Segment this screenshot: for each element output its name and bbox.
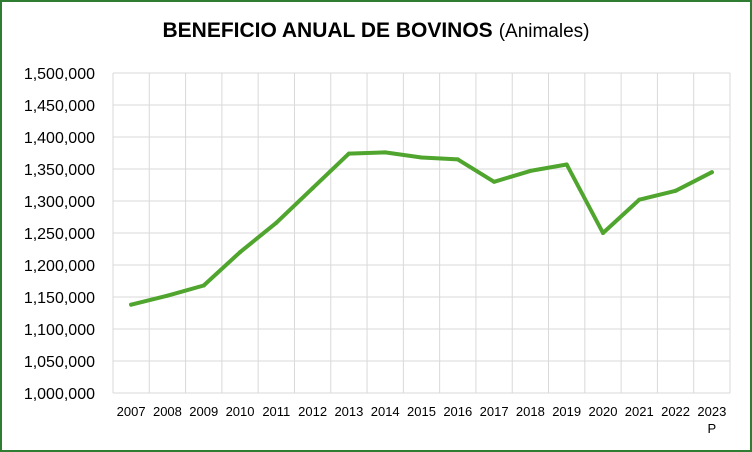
y-tick-label: 1,000,000 [24,386,95,403]
chart-subtitle: (Animales) [498,21,590,42]
series-line [129,150,714,307]
y-tick-label: 1,350,000 [24,162,95,179]
data-point [564,162,569,167]
data-point [129,302,134,307]
grid-lines [112,72,731,394]
series-layer [129,150,714,307]
data-point [637,197,642,202]
x-tick-label: 2010 [226,404,255,419]
x-tick-label: 2018 [516,404,545,419]
x-tick-label: 2022 [661,404,690,419]
x-tick-label: 2007 [117,404,146,419]
x-tick-label: 2016 [443,404,472,419]
data-point [455,157,460,162]
y-tick-label: 1,150,000 [24,290,95,307]
data-point [274,220,279,225]
x-tick-label: 2012 [298,404,327,419]
data-point [383,150,388,155]
y-tick-label: 1,250,000 [24,226,95,243]
x-axis-tick-labels: 2007 2008 2009 2010 2011 2012 2013 2014 2015 2016… [117,404,727,436]
x-tick-label: 2011 [262,404,290,419]
x-tick-label: 2023 [697,404,726,419]
x-tick-label: 2008 [153,404,182,419]
y-tick-label: 1,500,000 [24,66,95,83]
data-point [528,168,533,173]
data-point [165,293,170,298]
y-tick-label: 1,400,000 [24,130,95,147]
x-tick-note: P [708,421,717,436]
y-axis-tick-labels: 1,000,000 1,050,000 1,100,000 1,150,000 1,20… [24,66,95,403]
y-tick-label: 1,050,000 [24,354,95,371]
y-tick-label: 1,100,000 [24,322,95,339]
x-tick-label: 2015 [407,404,436,419]
x-tick-label: 2013 [334,404,363,419]
data-point [600,231,605,235]
data-point [238,250,243,255]
x-tick-label: 2020 [589,404,618,419]
data-point [419,155,424,160]
x-tick-label: 2021 [625,404,654,419]
data-point [673,188,678,193]
chart-title: BENEFICIO ANUAL DE BOVINOS (Animales) [0,19,752,43]
y-tick-label: 1,450,000 [24,98,95,115]
data-point [201,283,206,288]
chart-title-main: BENEFICIO ANUAL DE BOVINOS [162,19,493,42]
x-tick-label: 2017 [480,404,509,419]
x-tick-label: 2009 [189,404,218,419]
x-tick-label: 2019 [552,404,581,419]
data-point [709,170,714,175]
data-point [492,179,497,184]
y-tick-label: 1,200,000 [24,258,95,275]
data-point [346,151,351,156]
y-tick-label: 1,300,000 [24,194,95,211]
data-point [310,186,315,191]
x-tick-label: 2014 [371,404,400,419]
